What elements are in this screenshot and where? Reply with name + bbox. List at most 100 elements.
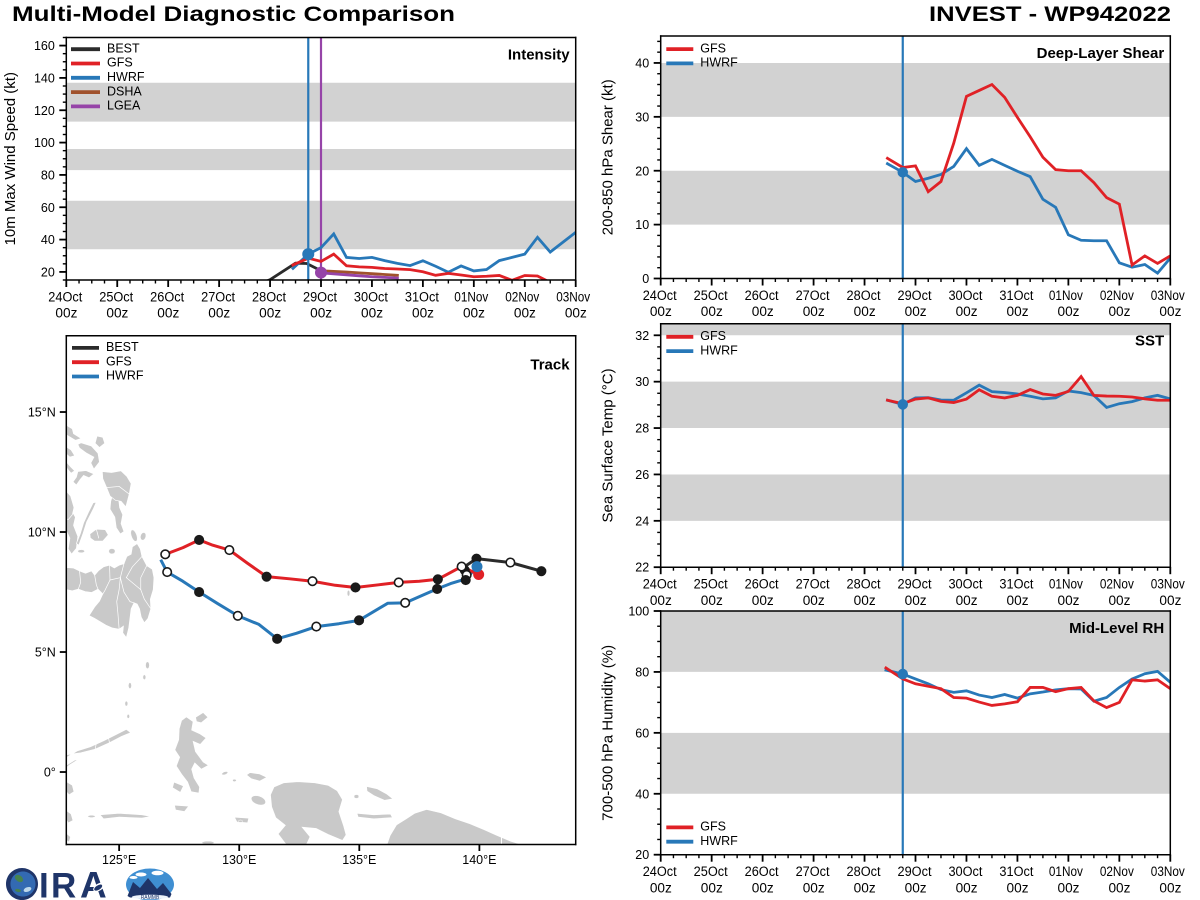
svg-text:00z: 00z	[1159, 304, 1181, 319]
svg-text:30: 30	[635, 375, 649, 389]
svg-text:00z: 00z	[905, 880, 927, 895]
svg-text:00z: 00z	[701, 880, 723, 895]
svg-text:00z: 00z	[803, 593, 825, 608]
svg-text:27Oct: 27Oct	[796, 864, 830, 879]
svg-text:140°E: 140°E	[462, 853, 496, 867]
svg-text:00z: 00z	[1007, 593, 1029, 608]
svg-text:24Oct: 24Oct	[643, 576, 677, 591]
svg-text:00z: 00z	[1159, 880, 1181, 895]
svg-text:31Oct: 31Oct	[999, 288, 1033, 303]
svg-text:BEST: BEST	[106, 340, 139, 354]
svg-text:20: 20	[41, 265, 55, 279]
svg-text:24: 24	[635, 514, 649, 528]
svg-text:26Oct: 26Oct	[745, 576, 779, 591]
svg-text:31Oct: 31Oct	[405, 289, 439, 304]
svg-text:00z: 00z	[650, 304, 672, 319]
svg-text:00z: 00z	[956, 880, 978, 895]
svg-text:02Nov: 02Nov	[1100, 864, 1134, 879]
svg-text:R: R	[51, 867, 76, 900]
svg-text:00z: 00z	[1057, 304, 1079, 319]
svg-text:29Oct: 29Oct	[897, 576, 931, 591]
svg-text:00z: 00z	[701, 593, 723, 608]
svg-text:01Nov: 01Nov	[1049, 864, 1083, 879]
svg-text:00z: 00z	[106, 306, 128, 321]
svg-text:100: 100	[34, 136, 55, 150]
svg-text:00z: 00z	[854, 304, 876, 319]
svg-text:I: I	[39, 867, 49, 900]
svg-text:RAMMB: RAMMB	[141, 895, 160, 900]
svg-text:Track: Track	[530, 356, 570, 373]
svg-text:INVEST - WP942022: INVEST - WP942022	[929, 3, 1171, 26]
svg-text:28Oct: 28Oct	[847, 576, 881, 591]
svg-text:00z: 00z	[157, 306, 179, 321]
svg-text:27Oct: 27Oct	[796, 576, 830, 591]
svg-text:00z: 00z	[854, 593, 876, 608]
svg-text:40: 40	[635, 787, 649, 801]
svg-text:10: 10	[635, 218, 649, 232]
svg-text:30Oct: 30Oct	[948, 864, 982, 879]
svg-text:00z: 00z	[1108, 593, 1130, 608]
svg-text:HWRF: HWRF	[106, 369, 144, 383]
svg-text:00z: 00z	[1057, 880, 1079, 895]
svg-text:26Oct: 26Oct	[150, 289, 184, 304]
svg-text:Mid-Level RH: Mid-Level RH	[1069, 620, 1164, 637]
svg-text:GFS: GFS	[700, 41, 726, 55]
svg-text:00z: 00z	[463, 306, 485, 321]
svg-text:22: 22	[635, 561, 649, 575]
svg-text:24Oct: 24Oct	[48, 289, 82, 304]
svg-text:LGEA: LGEA	[107, 99, 141, 113]
svg-text:27Oct: 27Oct	[201, 289, 235, 304]
svg-text:00z: 00z	[752, 880, 774, 895]
svg-text:03Nov: 03Nov	[1151, 288, 1185, 303]
svg-text:40: 40	[635, 56, 649, 70]
svg-text:30Oct: 30Oct	[948, 288, 982, 303]
svg-text:200-850 hPa Shear (kt): 200-850 hPa Shear (kt)	[599, 79, 616, 235]
svg-text:03Nov: 03Nov	[1151, 864, 1185, 879]
svg-text:00z: 00z	[1007, 880, 1029, 895]
svg-text:GFS: GFS	[700, 820, 726, 834]
svg-text:26Oct: 26Oct	[745, 864, 779, 879]
svg-text:00z: 00z	[752, 304, 774, 319]
svg-text:HWRF: HWRF	[700, 56, 738, 70]
svg-text:25Oct: 25Oct	[694, 576, 728, 591]
svg-text:28Oct: 28Oct	[252, 289, 286, 304]
svg-text:01Nov: 01Nov	[1049, 288, 1083, 303]
svg-text:GFS: GFS	[107, 56, 133, 70]
svg-text:00z: 00z	[1007, 304, 1029, 319]
svg-text:0°: 0°	[44, 766, 56, 780]
svg-text:A: A	[80, 865, 107, 900]
svg-text:40: 40	[41, 233, 55, 247]
svg-text:Intensity: Intensity	[508, 46, 570, 63]
svg-text:29Oct: 29Oct	[303, 289, 337, 304]
svg-text:20: 20	[635, 848, 649, 862]
svg-text:32: 32	[635, 329, 649, 343]
svg-text:30Oct: 30Oct	[948, 576, 982, 591]
svg-text:00z: 00z	[1108, 880, 1130, 895]
svg-text:00z: 00z	[905, 304, 927, 319]
svg-text:29Oct: 29Oct	[897, 864, 931, 879]
svg-text:DSHA: DSHA	[107, 84, 142, 98]
svg-text:BEST: BEST	[107, 41, 140, 55]
svg-text:SST: SST	[1135, 333, 1164, 350]
svg-text:130°E: 130°E	[222, 853, 256, 867]
svg-text:25Oct: 25Oct	[694, 288, 728, 303]
svg-text:02Nov: 02Nov	[1100, 288, 1134, 303]
svg-text:03Nov: 03Nov	[1151, 576, 1185, 591]
svg-text:24Oct: 24Oct	[643, 864, 677, 879]
svg-text:GFS: GFS	[106, 354, 132, 368]
svg-text:26: 26	[635, 468, 649, 482]
svg-text:00z: 00z	[650, 880, 672, 895]
svg-text:00z: 00z	[854, 880, 876, 895]
svg-text:01Nov: 01Nov	[454, 289, 488, 304]
svg-text:28Oct: 28Oct	[847, 864, 881, 879]
svg-text:25Oct: 25Oct	[99, 289, 133, 304]
svg-text:80: 80	[635, 665, 649, 679]
svg-text:10°N: 10°N	[28, 526, 56, 540]
svg-text:120: 120	[34, 104, 55, 118]
svg-text:700-500 hPa Humidity (%): 700-500 hPa Humidity (%)	[599, 645, 616, 821]
svg-text:15°N: 15°N	[28, 406, 56, 420]
svg-text:00z: 00z	[1057, 593, 1079, 608]
svg-text:30Oct: 30Oct	[354, 289, 388, 304]
svg-text:27Oct: 27Oct	[796, 288, 830, 303]
svg-text:HWRF: HWRF	[700, 343, 738, 357]
